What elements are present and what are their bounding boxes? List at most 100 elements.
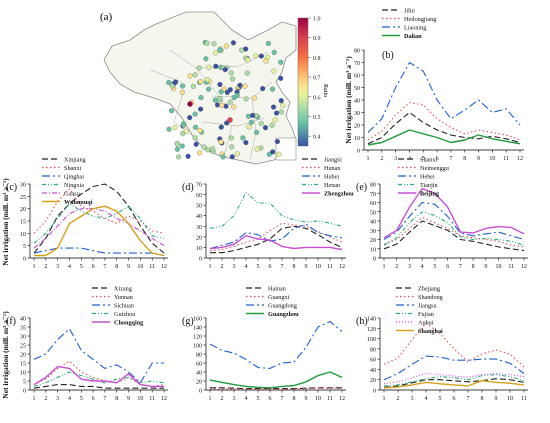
site-marker [244,70,250,76]
site-marker [193,141,199,147]
x-tick-label: 3 [394,156,397,162]
x-tick-label: 2 [380,156,383,162]
series-line-henan [209,191,343,229]
y-tick-label: 80 [354,49,360,55]
legend-label: Fujian [418,311,434,318]
y-tick-label: 25 [20,195,26,201]
x-tick-label: 12 [517,156,523,162]
china-outline [103,11,297,165]
site-markers [166,39,286,160]
y-tick-label: 10 [20,371,26,377]
y-tick-label: 25 [20,344,26,350]
x-tick-label: 4 [245,264,248,270]
y-tick-label: 40 [196,371,202,377]
site-marker [212,97,218,103]
x-tick-label: 10 [137,396,143,402]
site-marker [210,146,216,152]
site-marker [271,49,277,55]
site-marker [179,89,185,95]
series-line-chongqing [33,365,164,388]
y-tick-label: 120 [193,335,202,341]
colorbar-tick-label: 0.4 [313,135,321,141]
y-tick-label: 20 [196,235,202,241]
site-marker [274,110,280,116]
site-marker [169,83,175,89]
y-tick-label: 60 [370,358,376,364]
x-tick-label: 8 [293,396,296,402]
site-marker [218,139,224,145]
x-tick-label: 4 [421,264,424,270]
site-marker [214,102,221,108]
colorbar-ticks: 1.0 0.9 0.8 0.7 0.6 0.5 0.4 [308,17,321,141]
x-tick-label: 2 [395,264,398,270]
x-tick-label: 6 [446,264,449,270]
site-marker [234,151,240,157]
y-tick-label: 20 [20,207,26,213]
x-tick-label: 5 [422,156,425,162]
y-tick-label: 70 [196,183,202,189]
x-tick-label: 8 [481,396,484,402]
x-tick-label: 9 [477,156,480,162]
series-line-qinghai [33,247,165,257]
site-marker [245,113,251,119]
y-tick-label: 50 [196,204,202,210]
series-line-yunnan [33,360,165,387]
y-tick-label: 0 [373,389,376,395]
series-line-guizhou [33,371,165,387]
site-marker [198,95,204,101]
site-marker [243,140,249,146]
x-tick-label: 12 [339,264,345,270]
site-marker [230,76,236,82]
y-tick-label: 0 [23,389,26,395]
site-marker [229,154,235,160]
site-marker [180,131,186,137]
site-marker [196,150,203,156]
y-tick-label: 10 [196,246,202,252]
x-tick-label: 4 [425,396,428,402]
legend-label: Jiangsu [418,303,437,310]
site-marker [217,81,223,88]
y-tick-label: 100 [193,344,202,350]
y-tick-label: 50 [354,86,360,92]
x-tick-label: 5 [439,396,442,402]
x-tick-label: 11 [327,396,333,402]
x-tick-label: 7 [449,156,452,162]
series-line-tianjin [383,211,525,246]
series-line-jiangsu [383,355,525,381]
site-marker [278,59,284,65]
colorbar-tick-label: 0.6 [313,95,321,101]
x-tick-label: 4 [245,396,248,402]
legend-label: Liaoning [404,25,426,32]
y-tick-label: 30 [354,111,360,117]
site-marker [192,72,198,78]
site-marker [187,115,193,121]
y-tick-label: 30 [370,229,376,235]
series-line-shanghai [383,380,525,389]
legend-label: Wulumuqi [64,199,93,206]
x-tick-label: 10 [489,156,495,162]
site-marker [180,83,186,89]
site-marker [185,153,191,159]
y-tick-label: 30 [20,183,26,189]
y-tick-label: 80 [196,353,202,359]
x-tick-label: 2 [44,396,47,402]
series-line-shanxi [33,188,165,234]
site-marker [179,143,185,149]
legend-label: Hunan [324,165,341,172]
x-tick-label: 2 [397,396,400,402]
y-axis-title: Net irrigation (mill. m³ a⁻¹) [1,311,10,399]
site-marker [278,109,285,115]
site-marker [221,86,227,92]
site-marker [243,96,249,102]
site-marker [174,141,180,147]
series-line-hainan [210,387,342,390]
x-tick-label: 6 [92,396,95,402]
series-line-ningxia [33,203,165,244]
x-tick-label: 3 [408,264,411,270]
panel-label: (g) [182,316,194,327]
y-tick-label: 30 [20,335,26,341]
series-line-jilin [367,111,521,145]
